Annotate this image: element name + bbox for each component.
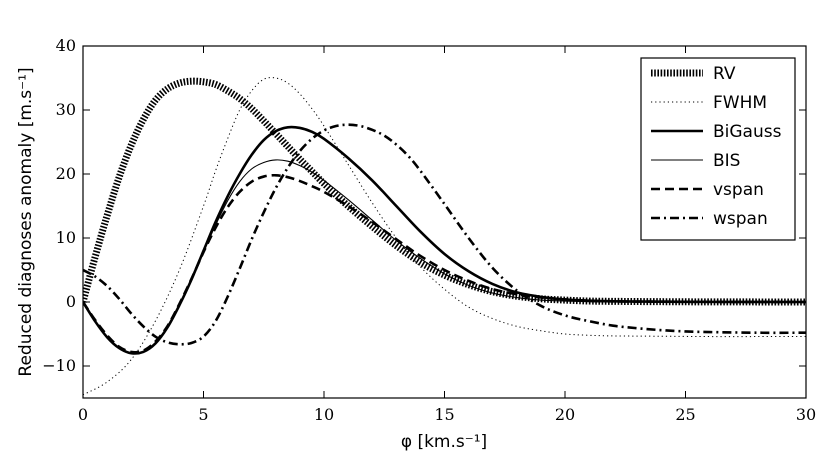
y-axis-label: Reduced diagnoses anomaly [m.s⁻¹] (16, 67, 36, 376)
series-layer (83, 77, 806, 396)
x-tick-label: 10 (314, 405, 334, 424)
y-tick-label: 0 (66, 292, 76, 311)
y-tick-label: 40 (56, 36, 76, 55)
x-tick-label: 25 (675, 405, 695, 424)
series-line-bis (83, 159, 806, 355)
legend-label-vspan: vspan (713, 180, 764, 200)
x-tick-label: 5 (198, 405, 208, 424)
x-tick-label: 20 (555, 405, 575, 424)
ticks-layer: 0 5 10 15 20 25 30 −10 0 10 20 30 40 (42, 36, 816, 424)
legend: RV FWHM BiGauss BIS vspan wspan (640, 57, 796, 241)
x-axis-label: φ [km.s⁻¹] (401, 432, 487, 452)
y-tick-label: 10 (56, 228, 76, 247)
legend-label-wspan: wspan (713, 209, 768, 229)
y-tick-label: 20 (56, 164, 76, 183)
x-tick-label: 0 (78, 405, 88, 424)
legend-label-fwhm: FWHM (713, 93, 767, 113)
x-tick-label: 15 (434, 405, 454, 424)
y-tick-label: 30 (56, 100, 76, 119)
series-line-vspan (83, 173, 806, 354)
x-tick-label: 30 (796, 405, 816, 424)
legend-label-bigauss: BiGauss (713, 122, 782, 142)
series-line-wspan (83, 123, 806, 346)
series-line-fwhm (83, 77, 806, 396)
legend-box (640, 57, 796, 241)
legend-label-bis: BIS (713, 151, 740, 171)
legend-label-rv: RV (713, 64, 736, 84)
series-line-rv (83, 77, 806, 306)
y-tick-label: −10 (42, 356, 76, 375)
